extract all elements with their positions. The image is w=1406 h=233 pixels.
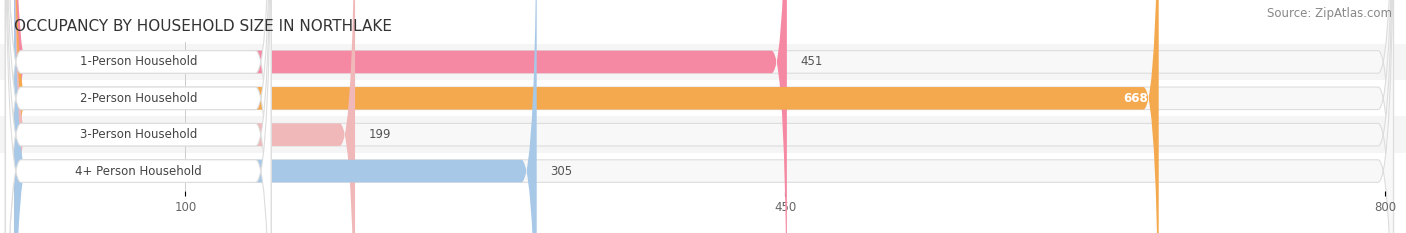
Text: OCCUPANCY BY HOUSEHOLD SIZE IN NORTHLAKE: OCCUPANCY BY HOUSEHOLD SIZE IN NORTHLAKE xyxy=(14,19,392,34)
FancyBboxPatch shape xyxy=(6,0,271,233)
Text: 4+ Person Household: 4+ Person Household xyxy=(75,164,201,178)
FancyBboxPatch shape xyxy=(6,0,271,233)
FancyBboxPatch shape xyxy=(6,0,1393,233)
FancyBboxPatch shape xyxy=(0,80,1406,116)
FancyBboxPatch shape xyxy=(0,116,1406,153)
FancyBboxPatch shape xyxy=(6,0,1393,233)
FancyBboxPatch shape xyxy=(6,0,271,233)
FancyBboxPatch shape xyxy=(14,0,537,233)
Text: 2-Person Household: 2-Person Household xyxy=(80,92,197,105)
FancyBboxPatch shape xyxy=(0,44,1406,80)
Text: 668: 668 xyxy=(1123,92,1149,105)
FancyBboxPatch shape xyxy=(14,0,356,233)
Text: 3-Person Household: 3-Person Household xyxy=(80,128,197,141)
FancyBboxPatch shape xyxy=(6,0,1393,233)
FancyBboxPatch shape xyxy=(6,0,1393,233)
Text: Source: ZipAtlas.com: Source: ZipAtlas.com xyxy=(1267,7,1392,20)
Text: 305: 305 xyxy=(550,164,572,178)
FancyBboxPatch shape xyxy=(14,0,1159,233)
Text: 451: 451 xyxy=(800,55,823,69)
FancyBboxPatch shape xyxy=(6,0,271,233)
Text: 199: 199 xyxy=(368,128,391,141)
Text: 1-Person Household: 1-Person Household xyxy=(80,55,197,69)
FancyBboxPatch shape xyxy=(14,0,787,233)
FancyBboxPatch shape xyxy=(0,153,1406,189)
